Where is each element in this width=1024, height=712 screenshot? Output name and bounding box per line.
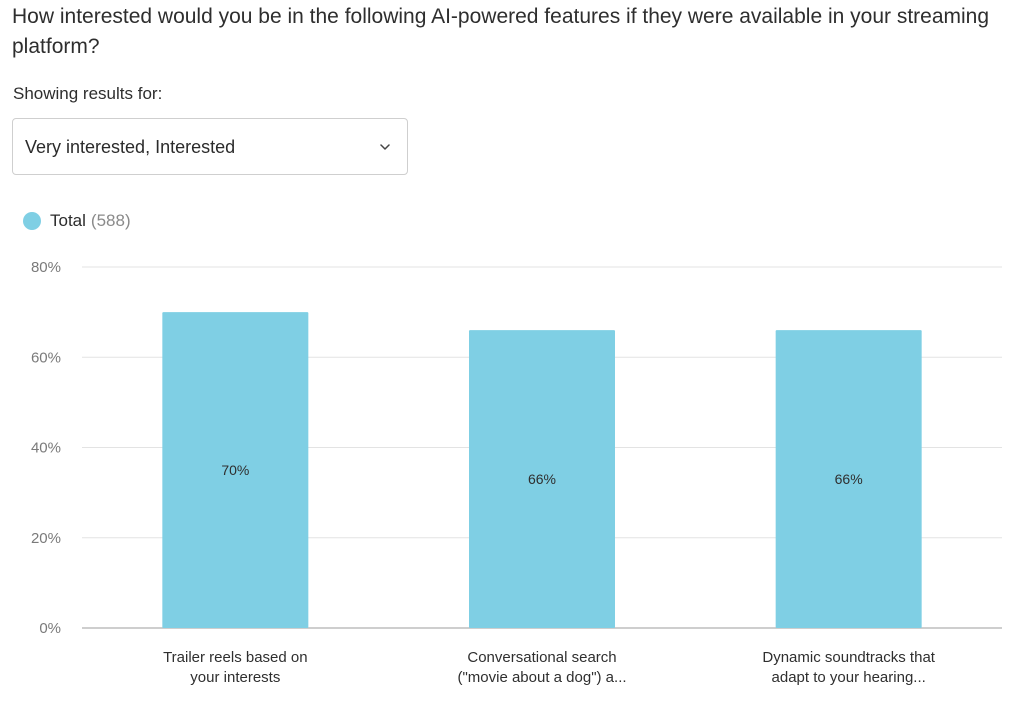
y-tick-label: 20% [31,530,61,547]
question-title: How interested would you be in the follo… [12,5,990,58]
bar [162,312,309,628]
bar [775,330,922,628]
y-tick-label: 0% [39,620,61,637]
x-category-label: your interests [190,669,280,686]
chevron-down-icon [380,144,390,150]
bar-data-label: 66% [835,471,863,487]
filter-label: Showing results for: [13,84,163,103]
bar-data-label: 70% [221,462,249,478]
x-category-label: Conversational search [467,649,616,666]
bar [469,330,615,628]
y-tick-label: 40% [31,440,61,457]
dropdown-selected-value: Very interested, Interested [25,137,236,157]
y-tick-label: 60% [31,349,61,366]
y-tick-label: 80% [31,259,61,276]
legend-series-count: (588) [90,211,131,230]
x-category-label: Dynamic soundtracks that [762,649,935,666]
results-filter-dropdown[interactable]: Very interested, Interested [12,118,408,175]
legend-swatch [23,212,41,230]
x-category-label: Trailer reels based on [163,649,308,666]
x-category-label: adapt to your hearing... [772,669,926,686]
legend-series-name: Total [50,211,86,230]
legend-item-total[interactable]: Total (588) [23,209,131,233]
bar-data-label: 66% [528,471,556,487]
x-category-label: ("movie about a dog") a... [457,669,626,686]
